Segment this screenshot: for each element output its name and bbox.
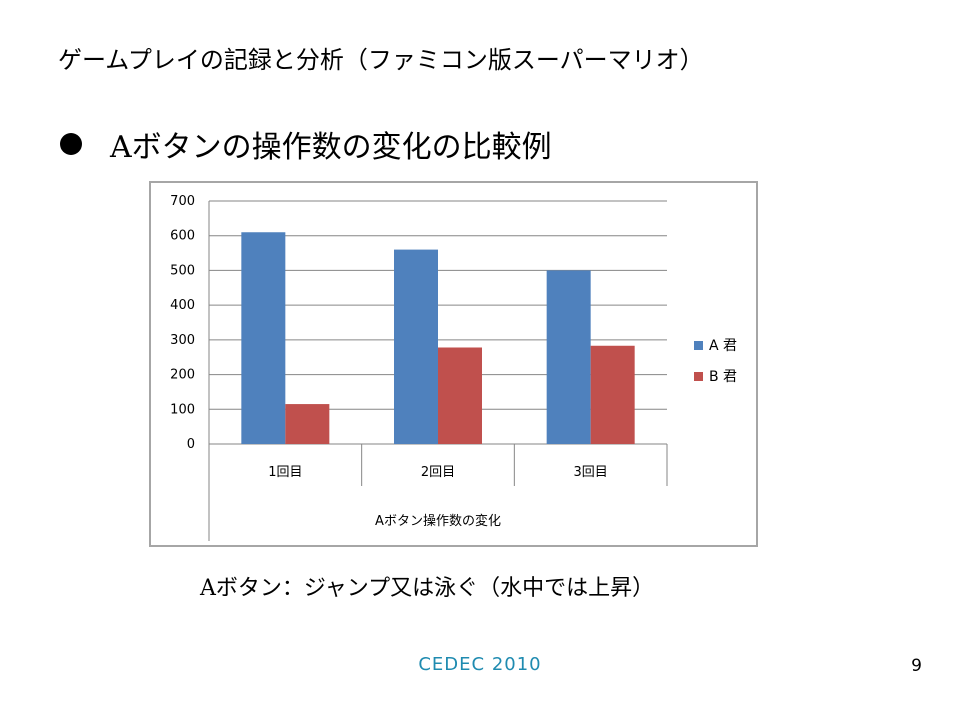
axes: 0 100 200 300 400 500 600 700 1回目 2回目 3回目 Aボタン操作数の変… [170,194,668,541]
x-tick-label-0: 1回目 [268,465,302,480]
slide-title: ゲームプレイの記録と分析（ファミコン版スーパーマリオ） [58,46,704,74]
y-tick-label-400: 400 [170,298,195,313]
bar-series0-cat2 [546,270,591,444]
y-tick-label-200: 200 [170,368,195,383]
bullet-dot-icon [60,133,82,155]
y-tick-label-0: 0 [187,437,195,452]
legend-label-0: A 君 [709,338,737,354]
bar-chart: 0 100 200 300 400 500 600 700 1回目 2回目 3回目 Aボタン操作数の変… [170,194,737,541]
bar-series1-cat0 [285,404,330,444]
y-tick-label-600: 600 [170,229,195,244]
y-tick-label-700: 700 [170,194,195,209]
y-tick-label-500: 500 [170,263,195,278]
x-tick-label-1: 2回目 [421,465,455,480]
legend: A 君 B 君 [694,338,737,385]
chart-caption: Aボタン：ジャンプ又は泳ぐ（水中では上昇） [200,576,655,601]
legend-swatch-1 [694,372,703,381]
bar-series1-cat2 [590,345,635,444]
footer-text: CEDEC 2010 [418,654,542,675]
bar-series0-cat1 [394,249,438,444]
y-tick-label-100: 100 [170,402,195,417]
page-number: 9 [911,656,922,676]
bullet-text: Aボタンの操作数の変化の比較例 [110,130,552,165]
bullet-row: Aボタンの操作数の変化の比較例 [60,122,552,166]
chart-frame: 0 100 200 300 400 500 600 700 1回目 2回目 3回目 Aボタン操作数の変… [149,181,758,547]
legend-label-1: B 君 [709,369,737,385]
x-axis-title: Aボタン操作数の変化 [375,513,501,529]
legend-swatch-0 [694,341,703,350]
y-tick-label-300: 300 [170,333,195,348]
bar-series0-cat0 [241,232,286,444]
bars [241,232,635,444]
x-tick-label-2: 3回目 [574,465,608,480]
bar-series1-cat1 [438,347,482,444]
